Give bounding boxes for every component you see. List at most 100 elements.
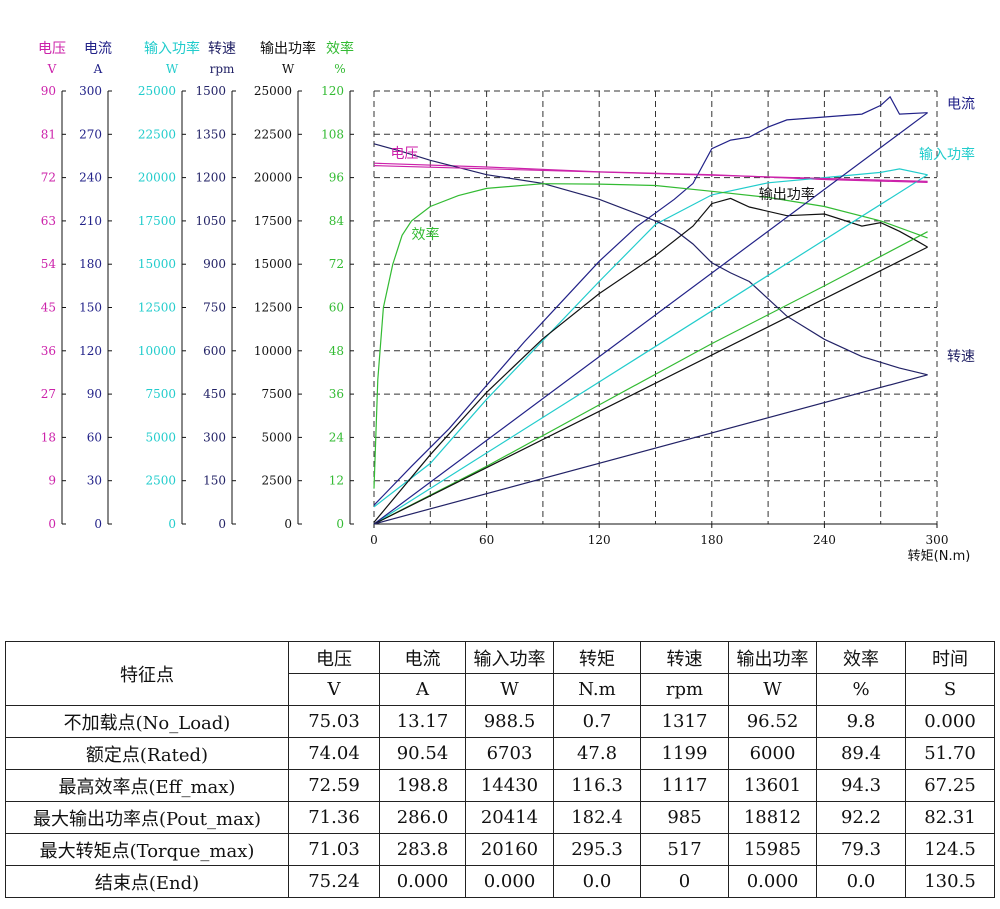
row-label: 最高效率点(Eff_max): [5, 769, 289, 802]
y-tick-label: 210: [79, 214, 102, 228]
table-cell: 182.4: [553, 801, 641, 834]
y-tick-label: 7500: [261, 387, 292, 401]
table-row: 额定点(Rated) 74.04 90.54 6703 47.8 1199 6000 89.4…: [5, 737, 995, 770]
y-tick-label: 1200: [195, 171, 226, 185]
row-label: 不加载点(No_Load): [5, 705, 289, 738]
y-tick-label: 5000: [261, 430, 292, 444]
table-cell: 13601: [728, 769, 817, 802]
table-cell: 67.25: [905, 769, 995, 802]
y-tick-label: 20000: [138, 171, 176, 185]
table-cell: 0.0: [553, 865, 641, 898]
table-cell: 0.0: [816, 865, 906, 898]
table-cell: 14430: [465, 769, 554, 802]
y-axis-name: 电流: [84, 41, 112, 57]
column-header: 效率: [816, 641, 906, 674]
y-tick-label: 2500: [145, 474, 176, 488]
column-unit: A: [379, 673, 466, 706]
y-tick-label: 63: [41, 214, 56, 228]
y-tick-label: 12500: [254, 301, 292, 315]
y-axis-unit: %: [334, 62, 345, 76]
y-tick-label: 300: [203, 430, 226, 444]
y-tick-label: 1500: [195, 84, 226, 98]
curve-label: 转速: [947, 349, 975, 365]
y-tick-label: 17500: [138, 214, 176, 228]
column-unit: rpm: [640, 673, 729, 706]
y-tick-label: 81: [41, 127, 56, 141]
x-tick-label: 300: [926, 533, 949, 547]
column-unit: S: [905, 673, 995, 706]
column-header: 电压: [288, 641, 380, 674]
feature-point-table-container: 特征点 电压 电流 输入功率 转矩 转速 输出功率 效率 时间 V A W N.m rpm W% S 不加载点…: [5, 641, 995, 898]
table-cell: 0.000: [728, 865, 817, 898]
table-cell: 116.3: [553, 769, 641, 802]
x-axis-title: 转矩(N.m): [908, 549, 971, 564]
y-tick-label: 90: [41, 84, 56, 98]
y-tick-label: 25000: [138, 84, 176, 98]
y-tick-label: 150: [79, 301, 102, 315]
row-label: 额定点(Rated): [5, 737, 289, 770]
y-axis-unit: W: [282, 62, 295, 76]
series-line-3: [373, 143, 928, 376]
table-cell: 130.5: [905, 865, 995, 898]
y-axis-name: 输入功率: [144, 40, 200, 57]
series-line-2: [373, 168, 928, 508]
table-cell: 988.5: [465, 705, 554, 738]
y-tick-label: 120: [321, 84, 344, 98]
y-tick-label: 300: [79, 84, 102, 98]
y-tick-label: 0: [218, 517, 226, 531]
y-tick-label: 15000: [254, 257, 292, 271]
series-line-8: [373, 112, 928, 525]
table-cell: 20160: [465, 833, 554, 866]
column-header: 转速: [640, 641, 729, 674]
table-header-row: 特征点 电压 电流 输入功率 转矩 转速 输出功率 效率 时间: [5, 641, 995, 706]
series-line-6: [373, 231, 928, 525]
column-header: 时间: [905, 641, 995, 674]
y-tick-label: 45: [41, 301, 56, 315]
y-tick-label: 180: [79, 257, 102, 271]
column-unit: W: [465, 673, 554, 706]
table-cell: 82.31: [905, 801, 995, 834]
table-cell: 96.52: [728, 705, 817, 738]
y-tick-label: 25000: [254, 84, 292, 98]
y-tick-label: 72: [41, 171, 56, 185]
feature-point-header: 特征点: [5, 641, 289, 706]
table-cell: 71.36: [288, 801, 380, 834]
column-header: 输出功率: [728, 641, 817, 674]
table-cell: 295.3: [553, 833, 641, 866]
y-tick-label: 15000: [138, 257, 176, 271]
table-cell: 286.0: [379, 801, 466, 834]
series-line-9: [373, 246, 928, 525]
row-label: 最大输出功率点(Pout_max): [5, 801, 289, 834]
y-tick-label: 96: [329, 171, 344, 185]
y-tick-label: 7500: [145, 387, 176, 401]
y-tick-label: 270: [79, 127, 102, 141]
y-tick-label: 36: [329, 387, 344, 401]
table-cell: 0.7: [553, 705, 641, 738]
y-tick-label: 54: [41, 257, 57, 271]
y-tick-label: 2500: [261, 474, 292, 488]
y-tick-label: 60: [87, 430, 102, 444]
y-tick-label: 72: [329, 257, 344, 271]
table-cell: 75.03: [288, 705, 380, 738]
y-axis-name: 效率: [326, 40, 354, 57]
table-row: 不加载点(No_Load) 75.03 13.17 988.5 0.7 1317 96.52…: [5, 705, 995, 738]
chart-canvas: 0 60 120 180 240 300转矩(N.m)电压V091827364554637…: [38, 40, 975, 564]
y-tick-label: 30: [87, 474, 102, 488]
y-tick-label: 17500: [254, 214, 292, 228]
y-axis-name: 电压: [38, 41, 66, 57]
table-cell: 79.3: [816, 833, 906, 866]
y-tick-label: 0: [284, 517, 292, 531]
table-cell: 13.17: [379, 705, 466, 738]
y-axis-unit: W: [166, 62, 179, 76]
table-cell: 47.8: [553, 737, 641, 770]
table-cell: 1117: [640, 769, 729, 802]
y-tick-label: 60: [329, 301, 344, 315]
y-tick-label: 18: [41, 430, 56, 444]
y-tick-label: 240: [79, 171, 102, 185]
y-tick-label: 0: [336, 517, 344, 531]
y-axis-unit: A: [93, 62, 103, 76]
y-tick-label: 0: [168, 517, 176, 531]
column-unit: N.m: [553, 673, 641, 706]
table-cell: 6703: [465, 737, 554, 770]
y-tick-label: 750: [203, 301, 226, 315]
